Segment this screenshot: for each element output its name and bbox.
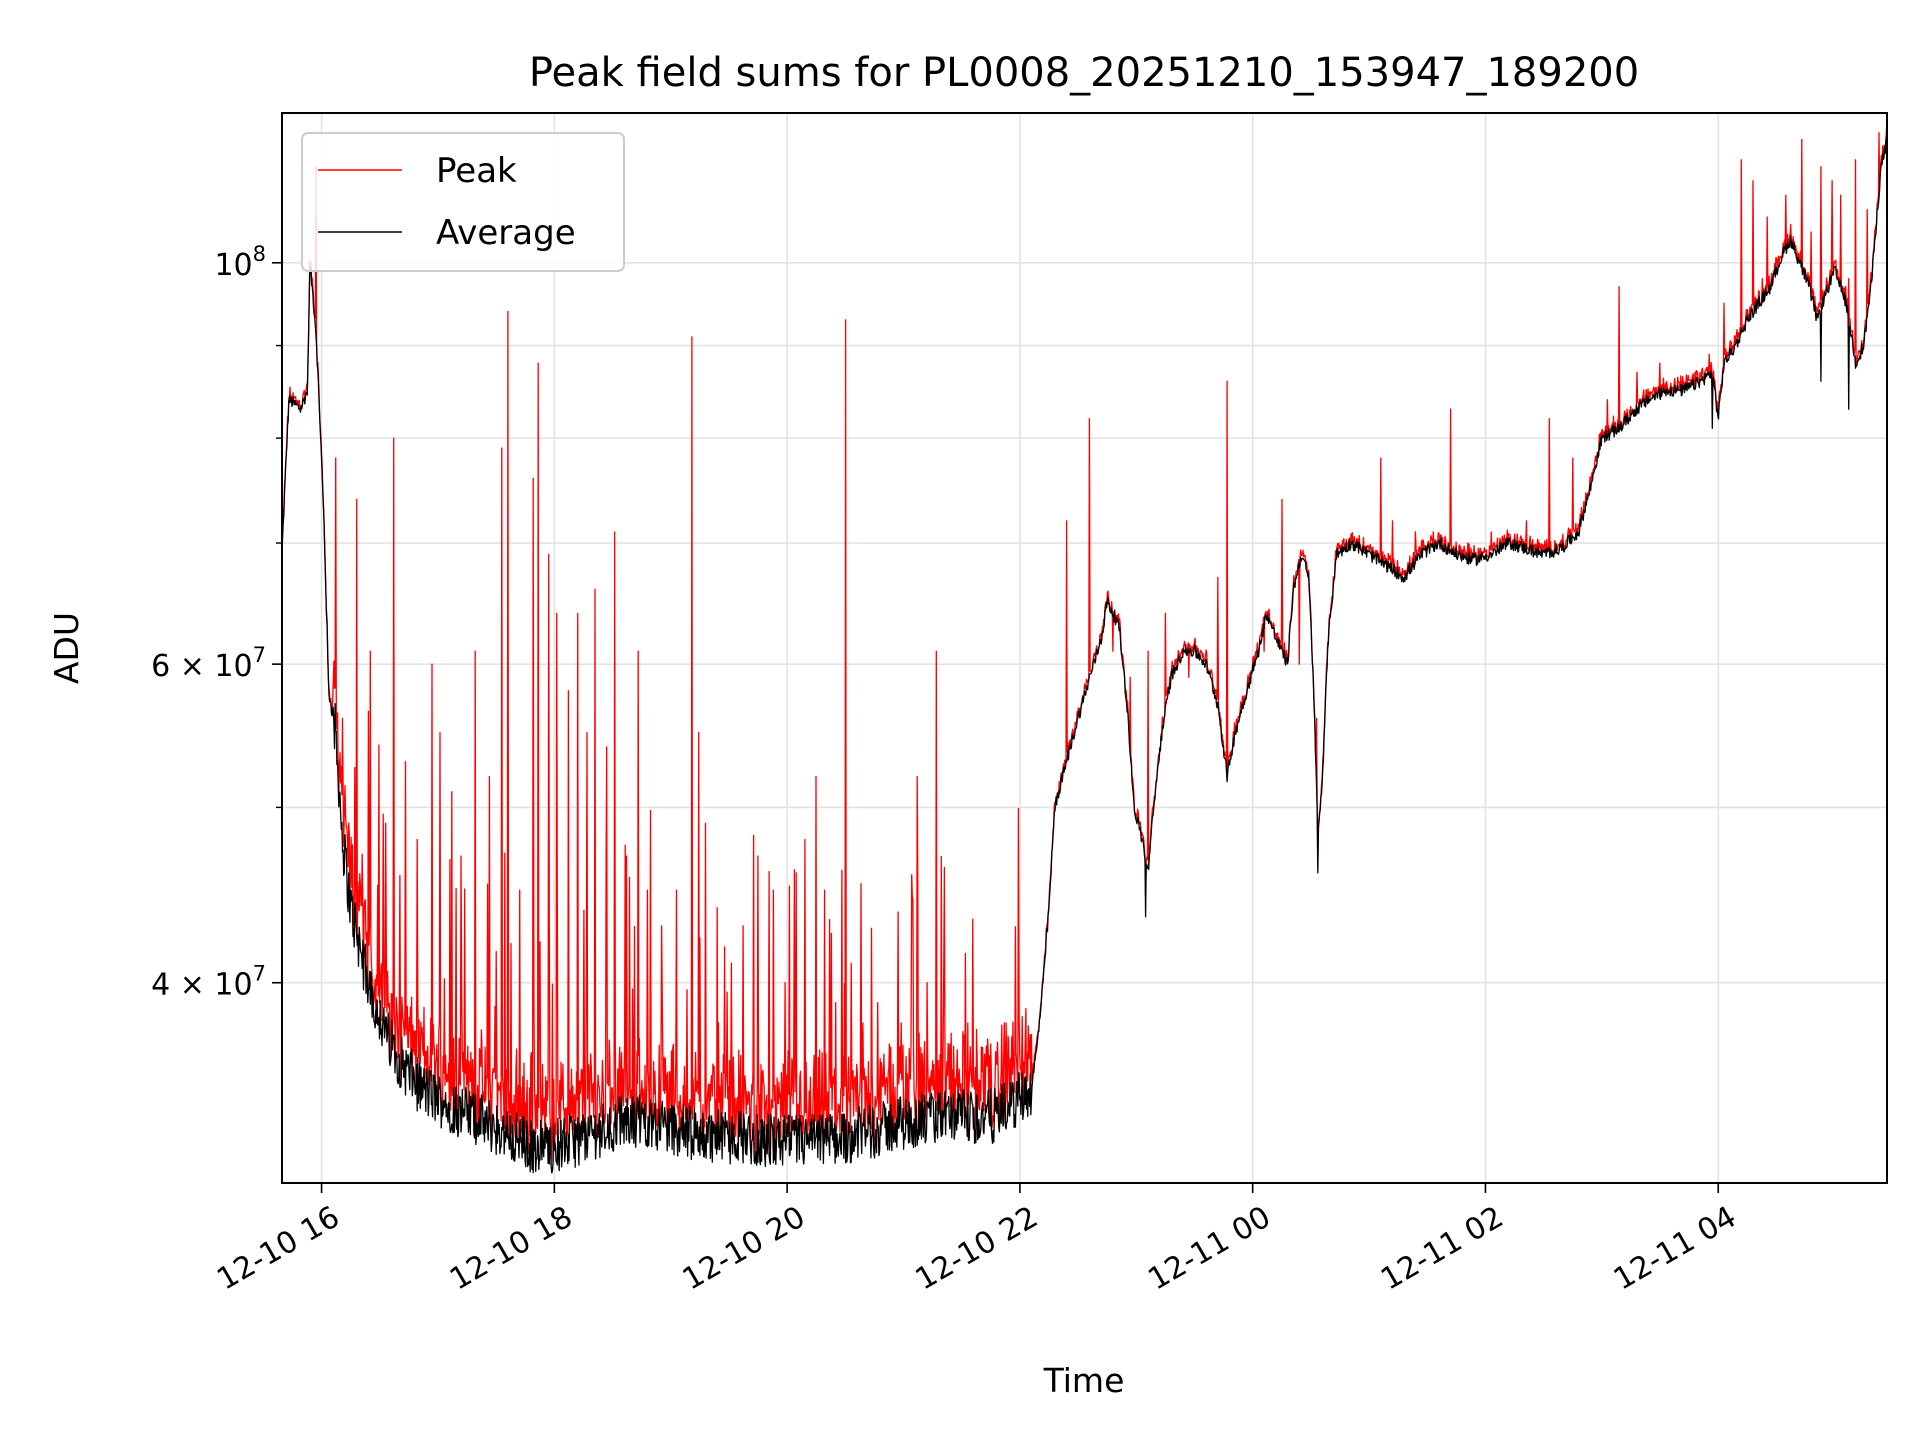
legend-label-average: Average [436, 213, 576, 253]
chart-title: Peak field sums for PL0008_20251210_1539… [529, 50, 1639, 96]
y-tick-label: 4 × 107 [151, 962, 266, 1003]
y-tick-label: 6 × 107 [151, 643, 266, 684]
average-series-line [281, 133, 1888, 1174]
plot-frame [281, 112, 1888, 1184]
y-axis-title: ADU [47, 612, 86, 684]
peak-series-line [281, 112, 1888, 1166]
y-tick-label: 108 [214, 242, 266, 283]
plot-series [281, 112, 1888, 1174]
x-axis-title: Time [1043, 1361, 1125, 1400]
legend-label-peak: Peak [436, 151, 517, 191]
legend-box [301, 132, 625, 272]
legend: Peak Average [301, 132, 625, 272]
